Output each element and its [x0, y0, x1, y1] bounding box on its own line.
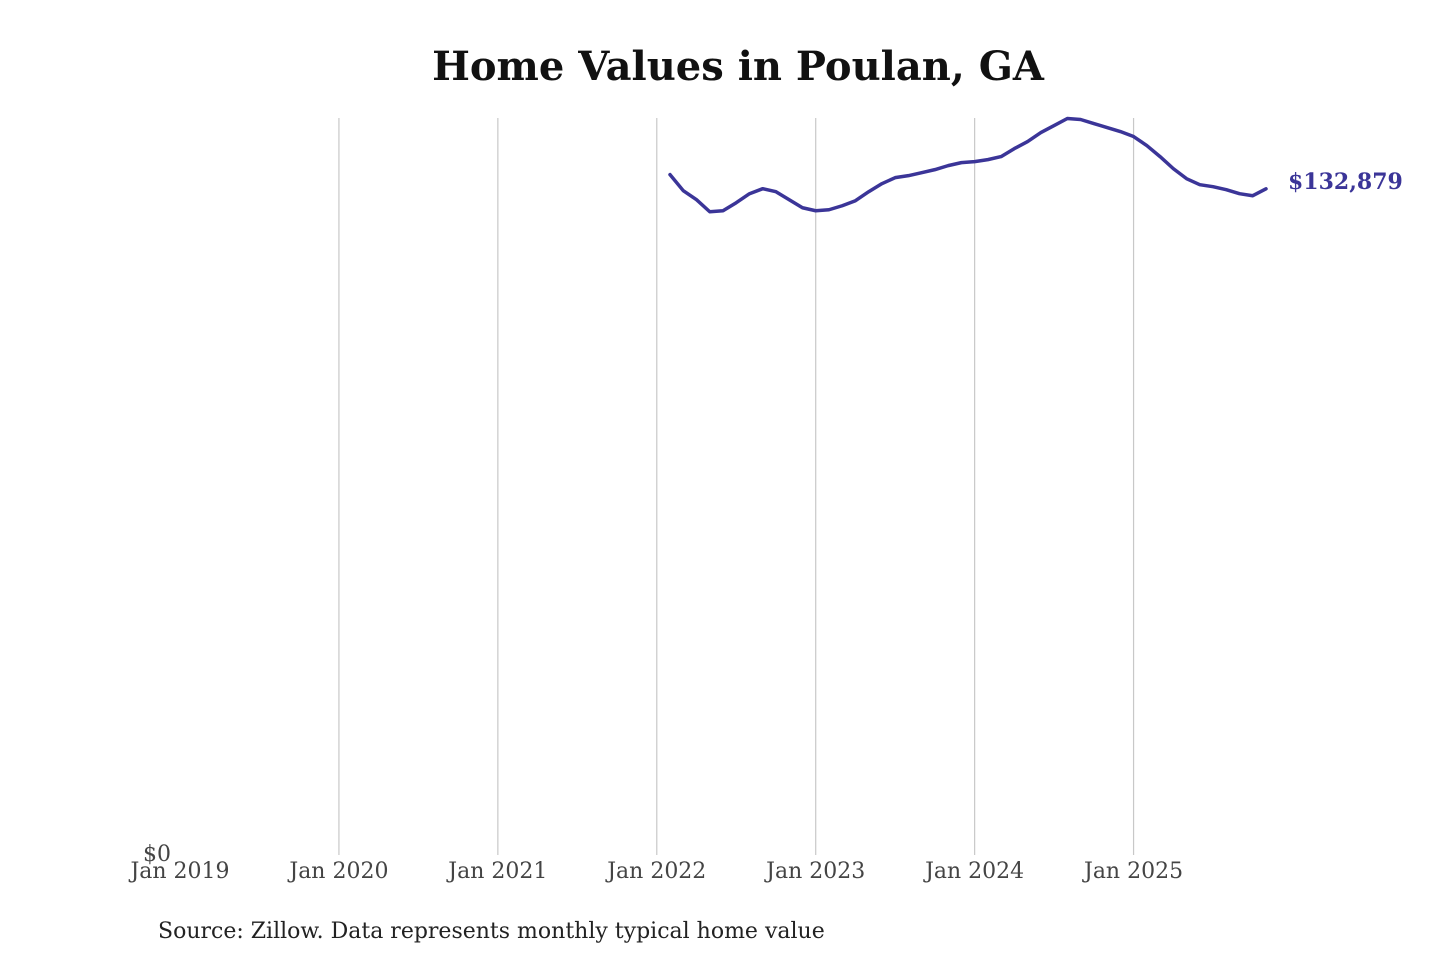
x-tick-label: Jan 2019 [128, 859, 229, 884]
x-tick-label: Jan 2021 [446, 859, 547, 884]
x-tick-label: Jan 2022 [605, 859, 706, 884]
data-line [668, 116, 1268, 214]
x-tick-label: Jan 2024 [923, 859, 1024, 884]
x-tick-label: Jan 2023 [764, 859, 865, 884]
source-note: Source: Zillow. Data represents monthly … [158, 919, 825, 944]
chart-title: Home Values in Poulan, GA [432, 43, 1045, 90]
x-tick-label: Jan 2020 [287, 859, 388, 884]
x-tick-label: Jan 2025 [1082, 859, 1183, 884]
value-label: $132,879 [1288, 169, 1403, 195]
y-tick-label: $0 [143, 842, 171, 867]
